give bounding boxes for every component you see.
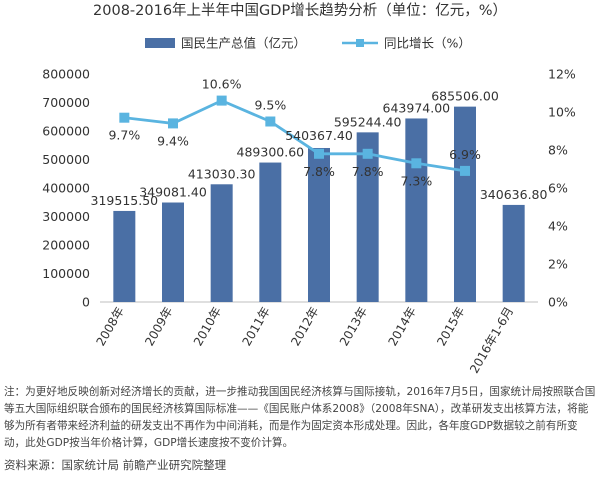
line-marker — [362, 148, 373, 159]
line-value-label: 9.5% — [254, 98, 286, 113]
chart-title: 2008-2016年上半年中国GDP增长趋势分析（单位：亿元，%） — [93, 2, 507, 19]
y-left-tick-label: 0 — [82, 295, 90, 310]
x-tick-label: 2015年 — [434, 305, 467, 349]
line-value-label: 9.7% — [108, 128, 140, 143]
bar-value-label: 540367.40 — [285, 128, 353, 143]
y-left-tick-label: 100000 — [42, 266, 90, 281]
line-value-label: 10.6% — [202, 77, 242, 92]
bar-series — [113, 106, 525, 302]
x-tick-label: 2011年 — [240, 305, 273, 349]
growth-line — [124, 99, 466, 173]
line-value-label: 6.9% — [449, 147, 481, 162]
bar-value-label: 643974.00 — [383, 100, 451, 115]
bar-value-label: 685506.00 — [431, 89, 499, 104]
bar — [113, 210, 136, 302]
line-marker — [411, 158, 422, 169]
line-value-label: 7.8% — [352, 164, 384, 179]
y-left-tick-label: 600000 — [42, 124, 90, 139]
gdp-chart: 2008-2016年上半年中国GDP增长趋势分析（单位：亿元，%） 国民生产总值… — [42, 2, 576, 376]
line-marker — [314, 148, 324, 159]
line-series — [119, 95, 470, 176]
y-left-tick-label: 400000 — [42, 181, 90, 196]
bar — [259, 162, 282, 302]
x-tick-label: 2008年 — [94, 305, 127, 349]
legend-label-line: 同比增长（%） — [384, 36, 471, 51]
line-marker — [265, 116, 276, 127]
y-right-tick-label: 4% — [548, 219, 568, 234]
line-marker — [216, 95, 227, 106]
bar — [502, 204, 525, 302]
y-left-tick-label: 800000 — [42, 67, 90, 82]
note-text: 注：为更好地反映创新对经济增长的贡献，进一步推动我国国民经济核算与国际接轨，20… — [4, 386, 596, 449]
bar-value-label: 319515.50 — [91, 193, 159, 208]
line-value-label: 7.8% — [303, 164, 335, 179]
bar-value-label: 489300.60 — [237, 145, 305, 160]
y-right-tick-label: 12% — [548, 67, 576, 82]
bar — [356, 132, 379, 302]
source-text: 资料来源：国家统计局 前瞻产业研究院整理 — [4, 458, 227, 472]
y-left-tick-label: 200000 — [42, 238, 90, 253]
line-marker — [460, 165, 470, 176]
bar — [210, 184, 233, 302]
line-marker — [119, 112, 130, 123]
bar — [162, 202, 184, 302]
bar-value-label: 595244.40 — [334, 114, 402, 129]
y-right-tick-label: 2% — [548, 257, 568, 272]
chart-legend: 国民生产总值（亿元） 同比增长（%） — [145, 36, 471, 51]
bar — [308, 147, 330, 302]
bar-value-label: 413030.30 — [188, 166, 256, 181]
y-left-tick-label: 700000 — [42, 95, 90, 110]
y-right-tick-label: 10% — [548, 105, 576, 120]
x-tick-label: 2010年 — [191, 305, 224, 349]
x-tick-label: 2012年 — [288, 305, 321, 349]
chart-notes: 注：为更好地反映创新对经济增长的贡献，进一步推动我国国民经济核算与国际接轨，20… — [4, 384, 596, 474]
y-right-tick-label: 8% — [548, 143, 568, 158]
line-value-label: 9.4% — [157, 133, 189, 148]
x-tick-label: 2013年 — [337, 305, 370, 349]
x-tick-label: 2016年1-6月 — [467, 305, 516, 376]
x-tick-label: 2014年 — [386, 305, 419, 349]
line-marker — [168, 118, 178, 129]
y-left-tick-label: 300000 — [42, 209, 90, 224]
bar — [405, 118, 428, 302]
y-right-tick-label: 6% — [548, 181, 568, 196]
legend-marker-line — [356, 39, 364, 47]
x-tick-label: 2009年 — [142, 305, 175, 349]
bar — [454, 106, 476, 302]
bar-value-label: 340636.80 — [480, 187, 548, 202]
y-left-tick-label: 500000 — [42, 152, 90, 167]
line-value-label: 7.3% — [400, 173, 432, 188]
legend-swatch-bar — [145, 38, 175, 48]
bar-value-label: 349081.40 — [139, 185, 207, 200]
legend-label-bar: 国民生产总值（亿元） — [181, 36, 306, 51]
y-right-tick-label: 0% — [548, 295, 568, 310]
